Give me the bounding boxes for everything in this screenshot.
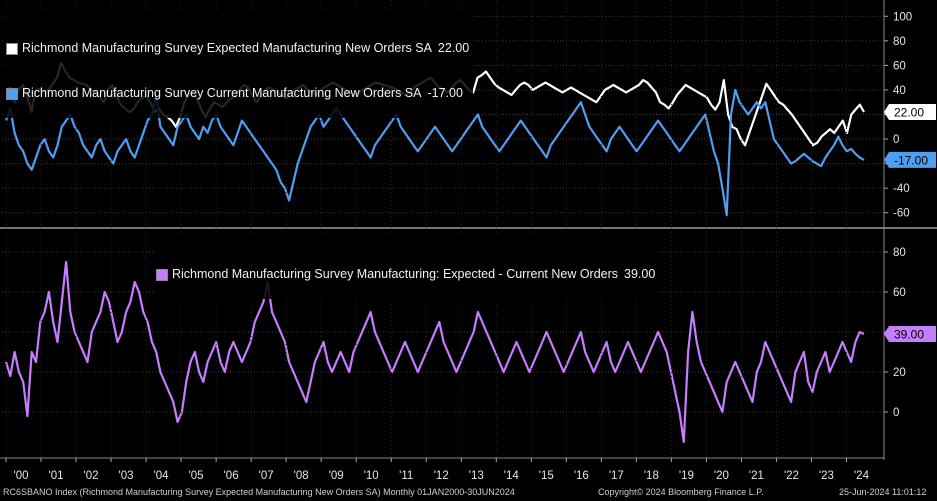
legend-spread: Richmond Manufacturing Survey Manufactur… [156,267,655,282]
y-tick-label: -40 [893,183,910,195]
x-tick-label: '15 [539,470,554,482]
y-tick-label: 0 [893,134,899,146]
last-value-tag [884,326,936,342]
last-value-tag [884,104,936,121]
legend-label-spread: Richmond Manufacturing Survey Manufactur… [172,267,619,281]
x-tick-label: '10 [364,470,379,482]
y-tick-label: 60 [893,287,906,299]
x-tick-label: '05 [189,470,204,482]
x-tick-label: '07 [259,470,274,482]
x-tick-label: '04 [154,470,170,482]
y-tick-label: 100 [893,11,912,23]
last-value-label: -17.00 [894,153,928,167]
y-tick-label: 80 [893,36,906,48]
series-line-top-1 [4,88,865,217]
legend-value-expected: 22.00 [437,41,470,55]
footer-copyright: Copyright© 2024 Bloomberg Finance L.P. [598,487,764,497]
y-tick-label: 20 [893,367,906,379]
legend-value-spread: 39.00 [624,267,656,281]
legend-swatch-spread [156,268,168,281]
footer-source: RC6SBANO Index (Richmond Manufacturing S… [3,487,515,497]
x-tick-label: '22 [784,470,799,482]
x-tick-label: '14 [504,470,520,482]
legend-label-current: Richmond Manufacturing Survey Current Ma… [22,86,422,100]
x-tick-label: '20 [714,470,729,482]
legend-expected: Richmond Manufacturing Survey Expected M… [6,41,469,56]
last-value-label: 22.00 [894,106,924,120]
footer-timestamp: 25-Jun-2024 11:01:12 [839,487,927,497]
x-tick-label: '08 [294,470,309,482]
bottom-legend: Richmond Manufacturing Survey Manufactur… [154,235,660,299]
x-tick-label: '00 [14,470,29,482]
y-tick-label: 80 [893,247,906,259]
x-tick-label: '18 [644,470,659,482]
legend-label-expected: Richmond Manufacturing Survey Expected M… [22,41,432,55]
last-value-tag [884,151,936,168]
x-tick-label: '09 [329,470,344,482]
y-tick-label: 0 [893,407,899,419]
series-line-bottom-0 [4,260,865,444]
x-tick-label: '03 [119,470,134,482]
legend-swatch-current [6,87,18,100]
x-tick-label: '02 [84,470,99,482]
x-tick-label: '06 [224,470,239,482]
x-tick-label: '23 [819,470,834,482]
x-tick-label: '12 [434,470,449,482]
x-tick-label: '19 [679,470,694,482]
y-tick-label: -60 [893,208,910,220]
x-tick-label: '24 [854,470,870,482]
top-legend: Richmond Manufacturing Survey Expected M… [4,9,474,118]
x-tick-label: '13 [469,470,484,482]
y-tick-label: 60 [893,60,906,72]
x-tick-label: '21 [749,470,764,482]
x-tick-label: '11 [399,470,413,482]
x-tick-label: '17 [609,470,624,482]
legend-value-current: -17.00 [427,86,463,100]
last-value-label: 39.00 [894,328,924,342]
legend-current: Richmond Manufacturing Survey Current Ma… [6,86,469,101]
x-tick-label: '16 [574,470,589,482]
x-tick-label: '01 [49,470,64,482]
y-tick-label: 40 [893,85,906,97]
legend-swatch-expected [6,42,18,55]
